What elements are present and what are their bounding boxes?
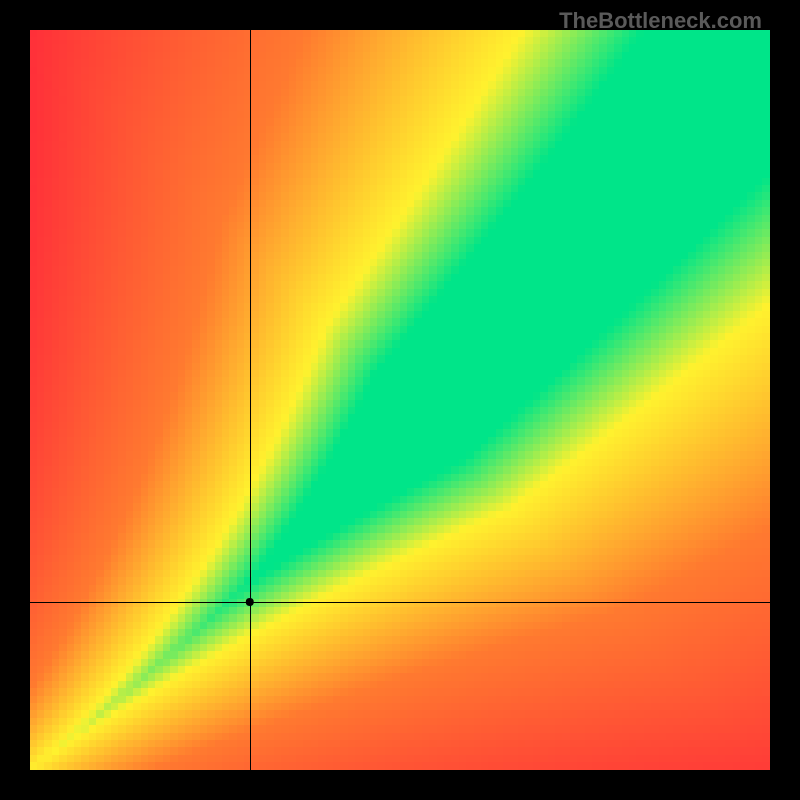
watermark-text: TheBottleneck.com (559, 8, 762, 34)
bottleneck-heatmap (30, 30, 770, 770)
chart-container: TheBottleneck.com (0, 0, 800, 800)
